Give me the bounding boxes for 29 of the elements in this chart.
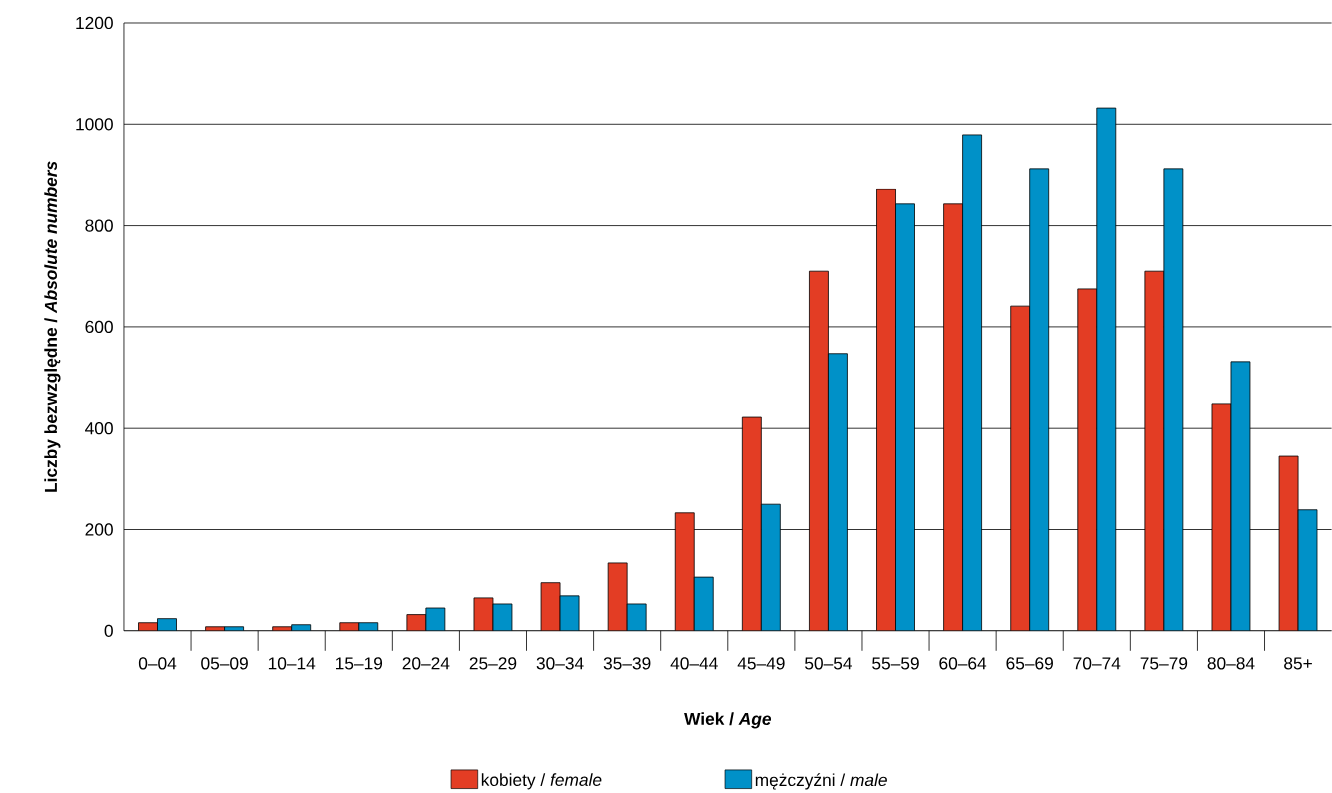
x-tick-label: 30–34: [536, 657, 584, 670]
x-tick-label: 85+: [1284, 657, 1312, 670]
x-tick-label: 0–04: [138, 657, 177, 670]
x-tick-label: 65–69: [1006, 657, 1053, 670]
x-tick-label: 10–14: [268, 657, 316, 670]
legend-label: mężczyźni / male: [755, 773, 887, 790]
x-tick-label: 25–29: [469, 657, 517, 670]
x-tick-label: 70–74: [1073, 657, 1121, 670]
y-tick-label: 600: [85, 320, 113, 333]
x-tick-label: 45–49: [737, 657, 785, 670]
y-tick-label: 1000: [76, 118, 113, 131]
x-tick-label: 50–54: [805, 657, 852, 670]
y-tick-label: 1200: [76, 16, 113, 29]
x-tick-label: 20–24: [402, 657, 450, 670]
x-tick-label: 15–19: [336, 657, 383, 670]
y-tick-label: 0: [104, 624, 113, 637]
y-axis-title: Liczby bezwzględne / Absolute numbers: [44, 161, 61, 492]
x-tick-label: 40–44: [670, 657, 718, 670]
x-axis-title: Wiek / Age: [684, 712, 772, 729]
x-tick-label: 80–84: [1207, 657, 1255, 670]
x-tick-label: 55–59: [872, 657, 919, 670]
y-tick-label: 200: [85, 523, 113, 536]
legend-label: kobiety / female: [481, 773, 602, 790]
x-tick-label: 60–64: [939, 657, 987, 670]
y-tick-label: 400: [85, 421, 113, 435]
x-tick-label: 75–79: [1140, 657, 1188, 670]
x-tick-label: 05–09: [201, 657, 248, 670]
x-tick-label: 35–39: [603, 657, 651, 670]
y-tick-label: 800: [85, 219, 113, 232]
